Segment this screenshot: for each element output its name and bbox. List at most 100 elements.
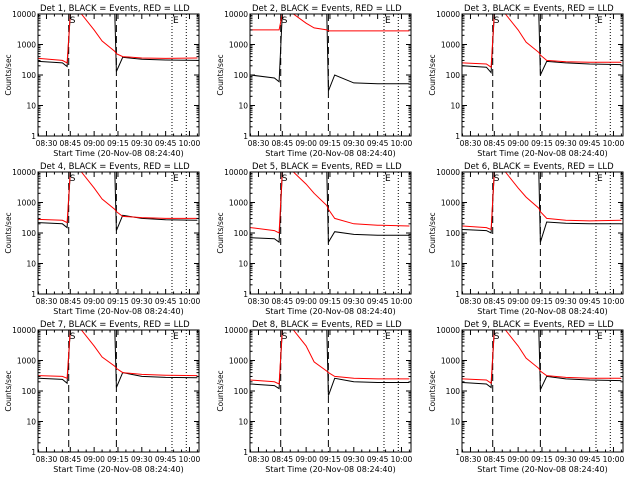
y-axis-label: Counts/sec bbox=[216, 54, 225, 95]
y-tick-label: 1 bbox=[31, 290, 36, 299]
x-tick-label: 08:30 bbox=[36, 455, 58, 464]
y-tick-label: 1 bbox=[455, 132, 460, 141]
y-tick-label: 100 bbox=[446, 387, 461, 396]
x-tick-label: 09:15 bbox=[107, 139, 129, 148]
marker-label: E bbox=[385, 332, 391, 342]
panel-title: Det 6, BLACK = Events, RED = LLD bbox=[464, 162, 614, 172]
series-group bbox=[462, 330, 622, 390]
marker-label: E bbox=[597, 174, 603, 184]
y-tick-label: 1000 bbox=[441, 357, 460, 366]
y-tick-label: 1000 bbox=[17, 357, 36, 366]
marker-label: E bbox=[597, 16, 603, 26]
series-line-events bbox=[462, 172, 622, 243]
x-tick-label: 09:15 bbox=[107, 297, 129, 306]
y-tick-label: 100 bbox=[234, 229, 249, 238]
marker-label: S bbox=[494, 174, 500, 184]
y-axis-label: Counts/sec bbox=[4, 54, 13, 95]
marker-label: E bbox=[385, 174, 391, 184]
x-tick-label: 09:15 bbox=[531, 297, 553, 306]
x-tick-label: 08:30 bbox=[248, 297, 270, 306]
panel-title: Det 5, BLACK = Events, RED = LLD bbox=[252, 162, 402, 172]
panel-title: Det 2, BLACK = Events, RED = LLD bbox=[252, 4, 402, 14]
panel-title: Det 9, BLACK = Events, RED = LLD bbox=[464, 320, 614, 330]
series-group bbox=[38, 14, 198, 72]
x-tick-label: 08:45 bbox=[59, 139, 81, 148]
x-tick-label: 08:30 bbox=[36, 139, 58, 148]
marker-label: E bbox=[597, 332, 603, 342]
y-axis-label: Counts/sec bbox=[428, 370, 437, 411]
y-tick-label: 100 bbox=[22, 229, 37, 238]
plot-frame bbox=[461, 13, 624, 137]
y-tick-label: 10000 bbox=[224, 326, 248, 335]
panel-title: Det 7, BLACK = Events, RED = LLD bbox=[40, 320, 190, 330]
x-tick-label: 09:30 bbox=[555, 297, 577, 306]
marker-label: S bbox=[494, 16, 500, 26]
series-line-lld bbox=[38, 330, 198, 380]
y-tick-label: 1000 bbox=[229, 357, 248, 366]
x-tick-label: 10:00 bbox=[391, 139, 413, 148]
y-tick-label: 100 bbox=[234, 71, 249, 80]
marker-label: S bbox=[70, 332, 76, 342]
x-tick-label: 08:30 bbox=[460, 139, 482, 148]
y-tick-label: 10 bbox=[238, 102, 248, 111]
x-axis-label: Start Time (20-Nov-08 08:24:40) bbox=[477, 465, 607, 474]
panel-det-9: Det 9, BLACK = Events, RED = LLD S E 1 10 100… bbox=[428, 320, 624, 474]
x-tick-label: 09:00 bbox=[83, 455, 105, 464]
panel-det-2: Det 2, BLACK = Events, RED = LLD S E 1 10 100… bbox=[216, 4, 412, 158]
x-axis-label: Start Time (20-Nov-08 08:24:40) bbox=[265, 149, 395, 158]
x-tick-label: 08:45 bbox=[483, 297, 505, 306]
x-tick-label: 10:00 bbox=[179, 455, 201, 464]
series-line-lld bbox=[462, 14, 622, 69]
series-group bbox=[250, 14, 410, 92]
y-axis-label: Counts/sec bbox=[428, 54, 437, 95]
x-tick-label: 09:30 bbox=[555, 455, 577, 464]
series-line-events bbox=[250, 330, 410, 396]
x-tick-label: 09:45 bbox=[367, 455, 389, 464]
y-tick-label: 10 bbox=[26, 260, 36, 269]
x-tick-label: 08:45 bbox=[483, 139, 505, 148]
y-tick-label: 10 bbox=[238, 418, 248, 427]
series-line-lld bbox=[250, 14, 410, 32]
marker-label: S bbox=[494, 332, 500, 342]
x-tick-label: 10:00 bbox=[603, 455, 625, 464]
panel-title: Det 8, BLACK = Events, RED = LLD bbox=[252, 320, 402, 330]
y-tick-label: 1 bbox=[243, 448, 248, 457]
y-tick-label: 1000 bbox=[441, 41, 460, 50]
panel-det-5: Det 5, BLACK = Events, RED = LLD S E 1 10 100… bbox=[216, 162, 412, 316]
x-tick-label: 09:00 bbox=[295, 455, 317, 464]
x-tick-label: 10:00 bbox=[179, 139, 201, 148]
series-line-lld bbox=[38, 172, 198, 224]
x-tick-label: 08:30 bbox=[36, 297, 58, 306]
series-group bbox=[38, 330, 198, 388]
panel-title: Det 1, BLACK = Events, RED = LLD bbox=[40, 4, 190, 14]
y-axis-label: Counts/sec bbox=[4, 370, 13, 411]
plot-frame bbox=[37, 13, 200, 137]
x-tick-label: 09:15 bbox=[531, 139, 553, 148]
plot-frame bbox=[249, 13, 412, 137]
series-line-events bbox=[462, 14, 622, 76]
x-tick-label: 09:45 bbox=[367, 139, 389, 148]
x-axis-label: Start Time (20-Nov-08 08:24:40) bbox=[477, 307, 607, 316]
marker-label: S bbox=[282, 16, 288, 26]
y-tick-label: 100 bbox=[22, 387, 37, 396]
x-tick-label: 09:45 bbox=[367, 297, 389, 306]
x-axis-label: Start Time (20-Nov-08 08:24:40) bbox=[265, 465, 395, 474]
series-line-events bbox=[462, 330, 622, 390]
y-tick-label: 10 bbox=[238, 260, 248, 269]
x-tick-label: 09:30 bbox=[343, 297, 365, 306]
y-axis-label: Counts/sec bbox=[216, 370, 225, 411]
y-axis-label: Counts/sec bbox=[428, 212, 437, 253]
x-tick-label: 08:30 bbox=[248, 139, 270, 148]
series-line-lld bbox=[462, 172, 622, 231]
y-tick-label: 1 bbox=[243, 290, 248, 299]
marker-label: E bbox=[173, 16, 179, 26]
y-tick-label: 10 bbox=[450, 260, 460, 269]
x-tick-label: 08:45 bbox=[59, 455, 81, 464]
series-line-events bbox=[250, 14, 410, 92]
x-axis-label: Start Time (20-Nov-08 08:24:40) bbox=[53, 465, 183, 474]
y-tick-label: 1000 bbox=[17, 199, 36, 208]
x-tick-label: 09:00 bbox=[507, 139, 529, 148]
panel-title: Det 3, BLACK = Events, RED = LLD bbox=[464, 4, 614, 14]
x-tick-label: 08:30 bbox=[460, 455, 482, 464]
series-line-events bbox=[250, 172, 410, 244]
